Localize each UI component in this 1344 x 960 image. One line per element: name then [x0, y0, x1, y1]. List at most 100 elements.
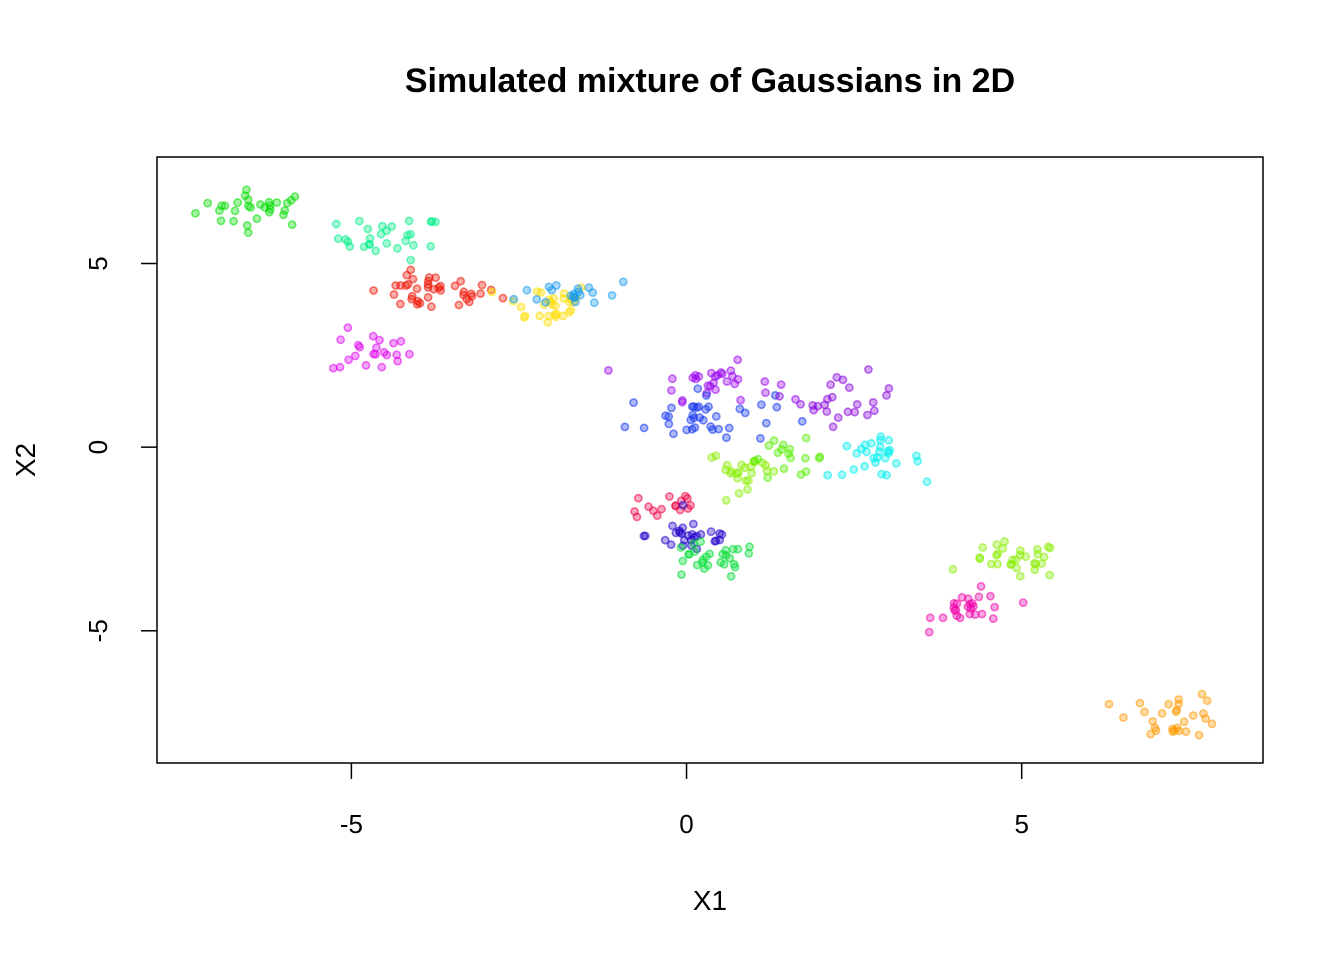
data-point	[462, 294, 472, 304]
data-point	[559, 294, 569, 303]
data-point	[588, 288, 598, 297]
data-point	[760, 377, 770, 386]
data-point	[677, 570, 686, 579]
data-point	[1168, 724, 1177, 734]
data-point	[884, 383, 894, 393]
data-point	[1006, 559, 1016, 569]
data-point	[1179, 717, 1189, 727]
data-point	[667, 385, 676, 395]
data-point	[456, 276, 466, 286]
data-point	[566, 305, 576, 315]
data-point	[345, 242, 355, 251]
data-point	[822, 394, 832, 404]
data-point	[1207, 719, 1217, 729]
x-axis-label: X1	[693, 885, 727, 916]
data-point	[669, 429, 678, 439]
data-point	[1174, 695, 1184, 704]
data-point	[974, 592, 984, 602]
data-point	[427, 216, 437, 226]
data-point	[1157, 709, 1167, 718]
data-point	[459, 287, 469, 297]
data-point	[801, 467, 811, 476]
data-point	[519, 312, 529, 322]
data-point	[660, 535, 670, 545]
data-point	[924, 627, 934, 637]
data-point	[1202, 696, 1212, 706]
data-point	[882, 390, 891, 400]
data-point	[1201, 714, 1210, 723]
data-point	[722, 433, 731, 442]
data-point	[885, 445, 895, 455]
data-point	[1015, 550, 1025, 560]
data-point	[743, 484, 752, 494]
data-point	[509, 294, 519, 304]
data-point	[255, 200, 265, 209]
data-point	[368, 331, 378, 341]
data-point	[769, 466, 779, 476]
data-point	[216, 216, 226, 226]
data-point	[715, 529, 724, 538]
data-point	[541, 297, 550, 307]
data-point	[344, 355, 353, 365]
data-point	[968, 599, 977, 608]
data-point	[726, 366, 736, 376]
data-point	[696, 537, 705, 546]
data-point	[747, 468, 756, 478]
data-point	[396, 281, 405, 290]
data-point	[341, 235, 350, 244]
data-point	[734, 468, 743, 477]
data-point	[1181, 727, 1191, 736]
data-point	[756, 433, 765, 443]
data-point	[1015, 571, 1025, 581]
data-point	[689, 539, 699, 549]
data-point	[724, 423, 734, 433]
data-point	[498, 293, 508, 303]
data-point	[784, 449, 793, 458]
data-point	[719, 559, 729, 569]
data-point	[833, 413, 843, 422]
data-point	[722, 460, 732, 470]
data-point	[726, 468, 735, 478]
data-point	[1172, 705, 1182, 715]
data-point	[1197, 689, 1207, 699]
data-point	[1030, 565, 1040, 575]
data-point	[701, 404, 711, 414]
data-point	[1033, 549, 1043, 559]
data-point	[838, 375, 848, 385]
data-point	[925, 613, 935, 623]
data-point	[1194, 730, 1204, 740]
data-point	[544, 311, 554, 321]
data-point	[912, 451, 921, 461]
data-point	[333, 234, 343, 243]
data-point	[884, 435, 894, 445]
data-point	[992, 540, 1002, 549]
data-point	[695, 413, 705, 422]
data-point	[667, 403, 676, 413]
data-point	[377, 362, 387, 372]
data-point	[477, 280, 487, 290]
data-point	[668, 374, 677, 384]
data-point	[369, 286, 378, 295]
data-point	[975, 553, 985, 562]
data-point	[688, 410, 698, 420]
data-point	[706, 527, 716, 536]
data-point	[860, 461, 869, 471]
data-point	[379, 347, 389, 357]
data-point	[396, 336, 406, 346]
data-point	[589, 298, 599, 308]
data-point	[876, 435, 885, 445]
data-point	[214, 206, 224, 215]
data-point	[190, 208, 200, 218]
data-point	[336, 335, 345, 345]
data-point	[423, 280, 433, 289]
data-point	[412, 284, 422, 294]
data-point	[203, 198, 213, 208]
data-point	[282, 198, 292, 208]
data-point	[797, 416, 807, 426]
data-point	[864, 365, 873, 374]
data-point	[761, 418, 771, 428]
data-point	[1164, 699, 1173, 709]
data-point	[604, 365, 613, 375]
data-point	[1104, 699, 1114, 709]
